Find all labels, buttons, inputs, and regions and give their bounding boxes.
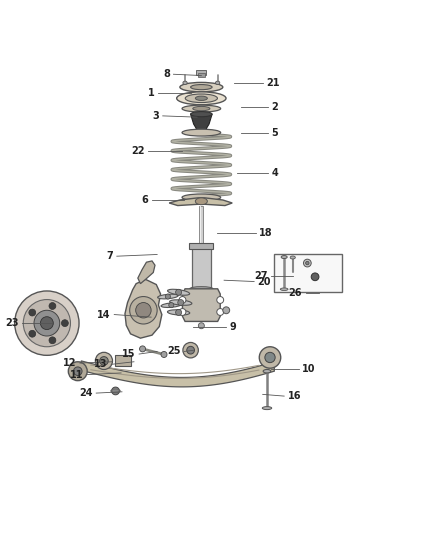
- Bar: [115, 356, 131, 366]
- Text: 10: 10: [302, 364, 316, 374]
- Ellipse shape: [182, 105, 221, 112]
- Circle shape: [169, 303, 174, 308]
- Ellipse shape: [262, 407, 272, 410]
- Circle shape: [74, 367, 82, 375]
- Ellipse shape: [263, 369, 271, 373]
- Text: 4: 4: [271, 168, 278, 178]
- Circle shape: [68, 362, 87, 381]
- Circle shape: [176, 310, 182, 316]
- Bar: [198, 74, 205, 77]
- Ellipse shape: [191, 85, 212, 90]
- Text: 14: 14: [97, 310, 111, 320]
- Circle shape: [217, 309, 224, 316]
- Circle shape: [29, 309, 36, 316]
- Ellipse shape: [167, 310, 190, 315]
- Polygon shape: [125, 279, 162, 338]
- Circle shape: [304, 259, 311, 267]
- Ellipse shape: [195, 198, 207, 205]
- Circle shape: [179, 296, 186, 303]
- Text: 5: 5: [271, 127, 278, 138]
- Circle shape: [49, 337, 56, 344]
- Ellipse shape: [280, 288, 288, 290]
- Circle shape: [179, 309, 186, 316]
- Polygon shape: [183, 289, 220, 321]
- Polygon shape: [191, 114, 212, 133]
- Text: 13: 13: [94, 359, 108, 369]
- Circle shape: [112, 387, 120, 395]
- Circle shape: [217, 296, 224, 303]
- Bar: [199, 206, 204, 246]
- Ellipse shape: [191, 111, 212, 117]
- Circle shape: [165, 294, 170, 299]
- Text: 9: 9: [229, 321, 236, 332]
- Circle shape: [15, 291, 79, 356]
- Circle shape: [34, 310, 60, 336]
- Circle shape: [136, 303, 151, 318]
- Ellipse shape: [180, 83, 223, 92]
- Circle shape: [40, 317, 53, 329]
- Ellipse shape: [183, 81, 187, 85]
- Circle shape: [223, 307, 230, 314]
- Circle shape: [95, 352, 113, 369]
- Ellipse shape: [195, 96, 207, 100]
- Circle shape: [187, 346, 194, 354]
- Circle shape: [29, 330, 36, 337]
- Circle shape: [176, 289, 182, 295]
- Text: 22: 22: [131, 147, 144, 157]
- Circle shape: [259, 347, 281, 368]
- Text: 7: 7: [106, 251, 113, 261]
- Circle shape: [306, 261, 309, 265]
- Text: 18: 18: [259, 228, 273, 238]
- Circle shape: [198, 322, 205, 329]
- Text: 24: 24: [79, 388, 93, 398]
- Text: 15: 15: [122, 349, 136, 359]
- Ellipse shape: [177, 92, 226, 104]
- Circle shape: [23, 300, 71, 347]
- Ellipse shape: [290, 256, 295, 259]
- Circle shape: [311, 273, 319, 281]
- Text: 21: 21: [266, 78, 279, 88]
- Circle shape: [265, 352, 275, 362]
- Polygon shape: [81, 361, 274, 387]
- Circle shape: [161, 351, 167, 358]
- Text: 2: 2: [271, 102, 278, 112]
- Text: 1: 1: [148, 88, 155, 98]
- Text: 20: 20: [258, 277, 271, 287]
- Bar: [192, 246, 211, 289]
- Polygon shape: [138, 261, 155, 284]
- Ellipse shape: [182, 194, 221, 201]
- Bar: [274, 254, 342, 292]
- Ellipse shape: [161, 303, 182, 308]
- Text: 16: 16: [288, 391, 301, 401]
- Text: 11: 11: [70, 370, 83, 379]
- Polygon shape: [169, 198, 232, 206]
- Bar: [196, 70, 206, 75]
- Text: 27: 27: [254, 271, 268, 281]
- Text: 25: 25: [167, 346, 181, 357]
- Ellipse shape: [185, 94, 217, 102]
- Ellipse shape: [158, 294, 178, 299]
- Circle shape: [61, 320, 68, 327]
- Circle shape: [99, 357, 108, 365]
- Circle shape: [183, 343, 198, 358]
- Circle shape: [140, 346, 145, 352]
- Ellipse shape: [168, 289, 190, 295]
- Ellipse shape: [182, 129, 221, 136]
- Ellipse shape: [193, 107, 210, 111]
- Circle shape: [130, 296, 157, 324]
- Ellipse shape: [190, 287, 213, 291]
- Circle shape: [49, 303, 56, 310]
- Text: 12: 12: [63, 358, 77, 368]
- Text: 23: 23: [5, 318, 19, 328]
- Ellipse shape: [215, 81, 220, 85]
- Bar: [189, 244, 213, 249]
- Ellipse shape: [281, 255, 287, 259]
- Circle shape: [178, 300, 184, 305]
- Text: 6: 6: [142, 195, 148, 205]
- Text: 26: 26: [289, 288, 302, 298]
- Ellipse shape: [170, 300, 192, 305]
- Text: 8: 8: [163, 69, 170, 79]
- Text: 3: 3: [152, 111, 159, 121]
